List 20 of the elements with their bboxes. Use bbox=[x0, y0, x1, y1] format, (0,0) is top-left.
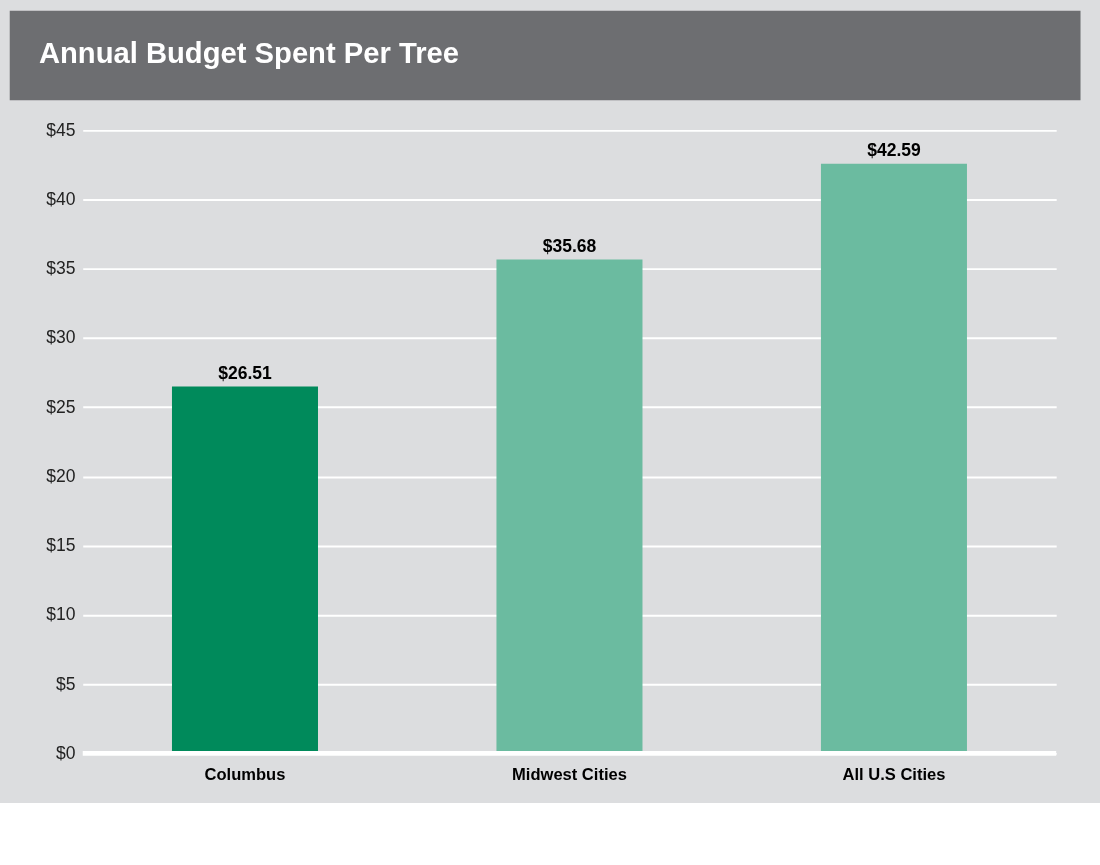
x-tick-label: All U.S Cities bbox=[842, 765, 946, 785]
bar bbox=[496, 259, 643, 754]
y-tick-label: $40 bbox=[46, 188, 76, 209]
y-tick-label: $45 bbox=[46, 119, 76, 140]
y-tick-label: $25 bbox=[46, 396, 76, 417]
data-label: $26.51 bbox=[218, 362, 273, 383]
bar bbox=[820, 163, 967, 754]
data-label: $42.59 bbox=[867, 139, 921, 160]
bar bbox=[171, 386, 318, 754]
y-tick-label: $5 bbox=[55, 673, 76, 694]
y-tick-label: $20 bbox=[46, 465, 76, 486]
x-tick-label: Columbus bbox=[204, 765, 286, 785]
y-tick-label: $35 bbox=[46, 258, 76, 279]
chart-title: Annual Budget Spent Per Tree bbox=[38, 37, 459, 70]
y-tick-label: $10 bbox=[46, 604, 76, 625]
y-tick-label: $15 bbox=[46, 535, 76, 556]
x-tick-label: Midwest Cities bbox=[512, 765, 627, 785]
y-tick-label: $0 bbox=[55, 742, 76, 763]
y-tick-label: $30 bbox=[46, 327, 76, 348]
data-label: $35.68 bbox=[542, 235, 597, 256]
